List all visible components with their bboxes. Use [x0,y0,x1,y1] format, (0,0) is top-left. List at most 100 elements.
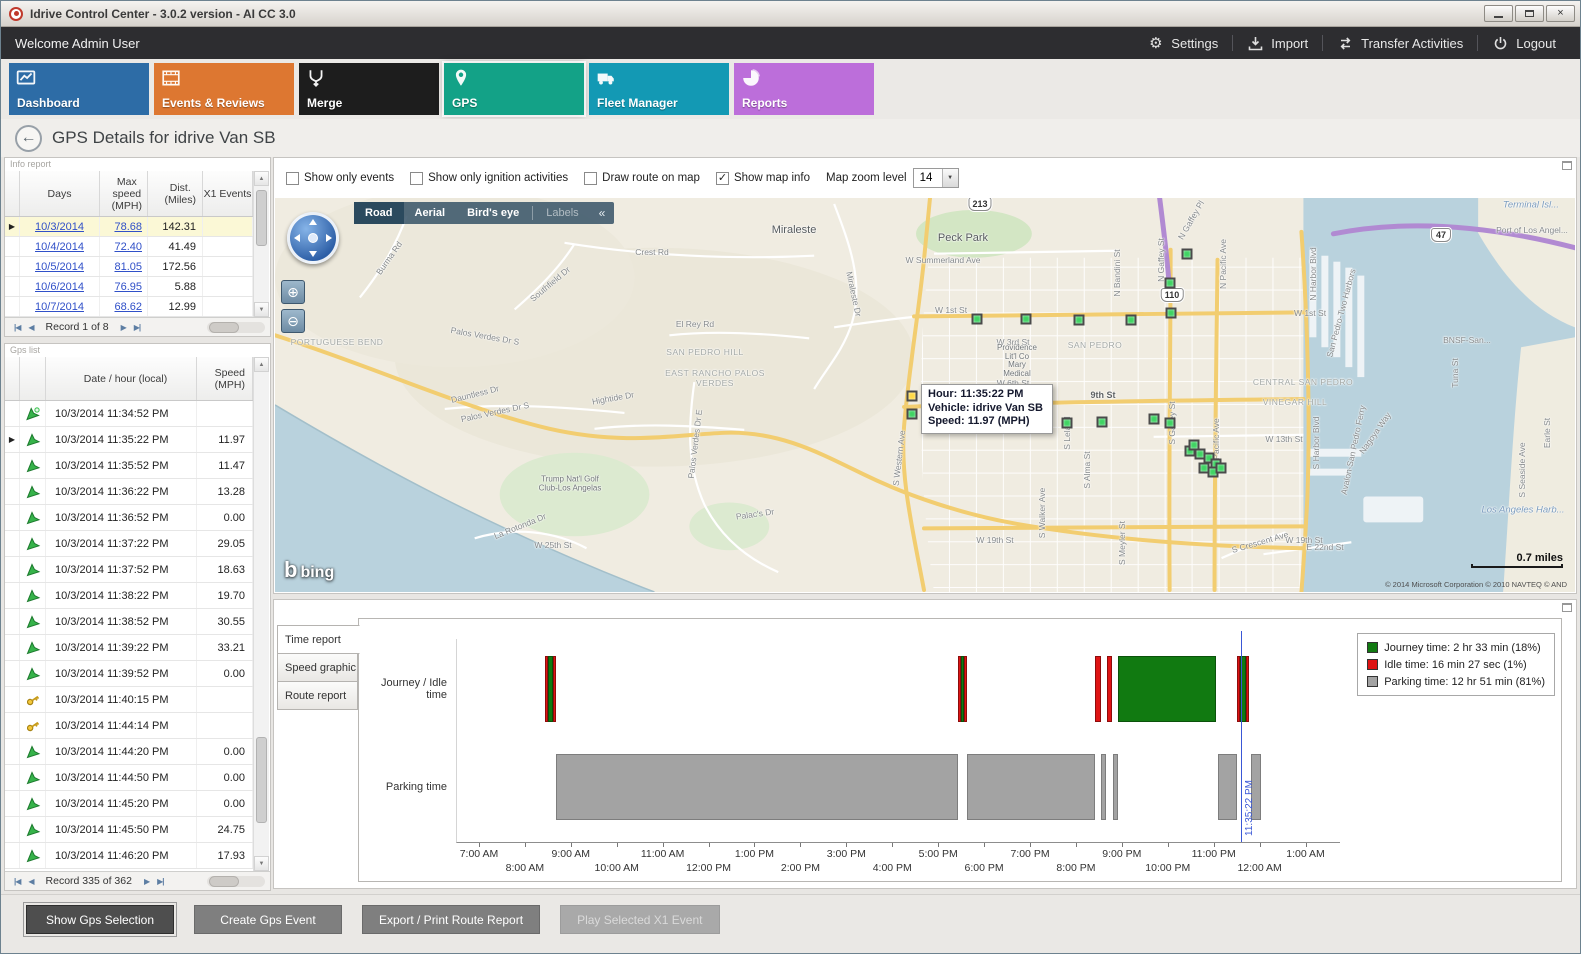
nav-tile-gps[interactable]: GPS [444,63,584,115]
close-button[interactable]: × [1546,5,1575,22]
gps-row[interactable]: 10/3/2014 11:39:52 PM 0.00 [5,661,253,687]
checkbox-box[interactable] [410,171,424,185]
gps-row[interactable]: 10/3/2014 11:44:50 PM 0.00 [5,765,253,791]
nav-tile-reports[interactable]: Reports [734,63,874,115]
pager-first-button[interactable]: |◀ [14,322,21,332]
maximize-button[interactable] [1515,5,1544,22]
day-link[interactable]: 10/5/2014 [20,257,100,276]
nav-tile-merge[interactable]: Merge [299,63,439,115]
logout-action[interactable]: Logout [1478,27,1570,59]
tab-speed-graphic[interactable]: Speed graphic [277,653,358,682]
info-row[interactable]: 10/7/2014 68.62 12.99 [5,297,253,317]
nav-tile-fleet-manager[interactable]: Fleet Manager [589,63,729,115]
map-style-bird-s-eye[interactable]: Bird's eye [467,207,520,219]
pager-prev-button[interactable]: ◀ [28,322,34,332]
compass-center-icon[interactable] [308,233,318,243]
gps-marker[interactable] [906,408,918,420]
gps-row[interactable]: 10/3/2014 11:36:52 PM 0.00 [5,505,253,531]
gps-vertical-scrollbar[interactable]: ▲ ▼ [253,357,269,871]
info-row[interactable]: 10/5/2014 81.05 172.56 [5,257,253,277]
nav-tile-dashboard[interactable]: Dashboard [9,63,149,115]
day-link[interactable]: 10/4/2014 [20,237,100,256]
pager-last-button[interactable]: ▶| [133,322,141,332]
gps-row[interactable]: 10/3/2014 11:38:22 PM 19.70 [5,583,253,609]
gps-row[interactable]: 10/3/2014 11:45:50 PM 24.75 [5,817,253,843]
max-speed-link[interactable]: 72.40 [100,237,148,256]
max-speed-link[interactable]: 81.05 [100,257,148,276]
scrollbar-thumb[interactable] [256,737,267,824]
gps-row[interactable]: ▶ 10/3/2014 11:35:22 PM 11.97 [5,427,253,453]
pager-prev-button[interactable]: ◀ [28,876,34,886]
transfer-activities-action[interactable]: Transfer Activities [1323,27,1477,59]
gps-marker[interactable] [1164,277,1176,289]
max-speed-link[interactable]: 76.95 [100,277,148,296]
footer-button-create-gps-event[interactable]: Create Gps Event [194,905,342,934]
checkbox-box[interactable]: ✓ [715,171,729,185]
gps-marker[interactable] [1181,248,1193,260]
scroll-down-icon[interactable]: ▼ [254,302,269,317]
nav-tile-events-reviews[interactable]: Events & Reviews [154,63,294,115]
map-style-aerial[interactable]: Aerial [414,207,446,219]
gps-row[interactable]: 10/3/2014 11:44:14 PM [5,713,253,739]
pan-south-icon[interactable] [309,251,317,257]
gps-marker[interactable] [1096,416,1108,428]
gps-row[interactable]: 10/3/2014 11:45:20 PM 0.00 [5,791,253,817]
map-style-labels[interactable]: Labels [546,207,579,219]
minimize-button[interactable] [1484,5,1513,22]
gps-row[interactable]: 10/3/2014 11:44:20 PM 0.00 [5,739,253,765]
map-compass[interactable] [287,212,339,264]
map-viewport[interactable]: Miraleste Peck Park W Summerland Ave Crest … [275,198,1575,592]
pan-east-icon[interactable] [326,234,332,242]
gps-row[interactable]: 10/3/2014 11:35:52 PM 11.47 [5,453,253,479]
scroll-down-icon[interactable]: ▼ [254,856,269,871]
tab-route-report[interactable]: Route report [277,681,358,710]
checkbox-show-only-ignition-activities[interactable]: Show only ignition activities [410,171,568,185]
gps-row[interactable]: 10/3/2014 11:46:20 PM 17.93 [5,843,253,869]
gps-row[interactable]: 10/3/2014 11:37:52 PM 18.63 [5,557,253,583]
scroll-up-icon[interactable]: ▲ [254,357,269,372]
pager-hscrollbar[interactable] [207,321,265,333]
gps-row[interactable]: 10/3/2014 11:34:52 PM [5,401,253,427]
back-button[interactable]: ← [15,124,42,152]
gps-marker[interactable] [1073,314,1085,326]
pager-next-button[interactable]: ▶ [143,876,150,886]
gps-marker[interactable] [1020,313,1032,325]
info-vertical-scrollbar[interactable]: ▲ ▼ [253,171,269,317]
gps-marker[interactable] [1061,417,1073,429]
settings-action[interactable]: ⚙ Settings [1133,27,1232,59]
day-link[interactable]: 10/7/2014 [20,297,100,316]
gps-row[interactable]: 10/3/2014 11:38:52 PM 30.55 [5,609,253,635]
scrollbar-thumb[interactable] [209,875,239,887]
checkbox-draw-route-on-map[interactable]: Draw route on map [584,171,700,185]
gps-marker[interactable] [1164,417,1176,429]
gps-marker[interactable] [1188,439,1200,451]
checkbox-box[interactable] [584,171,598,185]
max-speed-link[interactable]: 78.68 [100,217,148,236]
checkbox-show-map-info[interactable]: ✓ Show map info [715,171,810,185]
max-speed-link[interactable]: 68.62 [100,297,148,316]
map-style-road[interactable]: Road [354,202,404,224]
gps-row[interactable]: 10/3/2014 11:36:22 PM 13.28 [5,479,253,505]
gps-marker[interactable] [1148,413,1160,425]
footer-button-export-print-route-report[interactable]: Export / Print Route Report [362,905,541,934]
gps-row[interactable]: 10/3/2014 11:37:22 PM 29.05 [5,531,253,557]
day-link[interactable]: 10/6/2014 [20,277,100,296]
info-row[interactable]: 10/6/2014 76.95 5.88 [5,277,253,297]
pager-last-button[interactable]: ▶| [157,876,164,886]
maximize-panel-icon[interactable] [1562,603,1572,612]
pager-next-button[interactable]: ▶ [120,322,127,332]
scrollbar-thumb[interactable] [256,190,267,246]
bing-logo[interactable]: b bing [284,559,334,582]
gps-marker[interactable] [1165,307,1177,319]
gps-marker[interactable] [1215,462,1227,474]
day-link[interactable]: 10/3/2014 [20,217,100,236]
info-row[interactable]: 10/4/2014 72.40 41.49 [5,237,253,257]
maximize-panel-icon[interactable] [1562,161,1572,170]
pan-west-icon[interactable] [294,234,300,242]
info-row[interactable]: ▶ 10/3/2014 78.68 142.31 [5,217,253,237]
map-zoom-in-button[interactable]: ⊕ [281,280,305,304]
map-zoom-out-button[interactable]: ⊖ [281,309,305,333]
checkbox-box[interactable] [286,171,299,185]
checkbox-show-only-events[interactable]: Show only events [286,171,394,185]
pager-first-button[interactable]: |◀ [14,876,21,886]
